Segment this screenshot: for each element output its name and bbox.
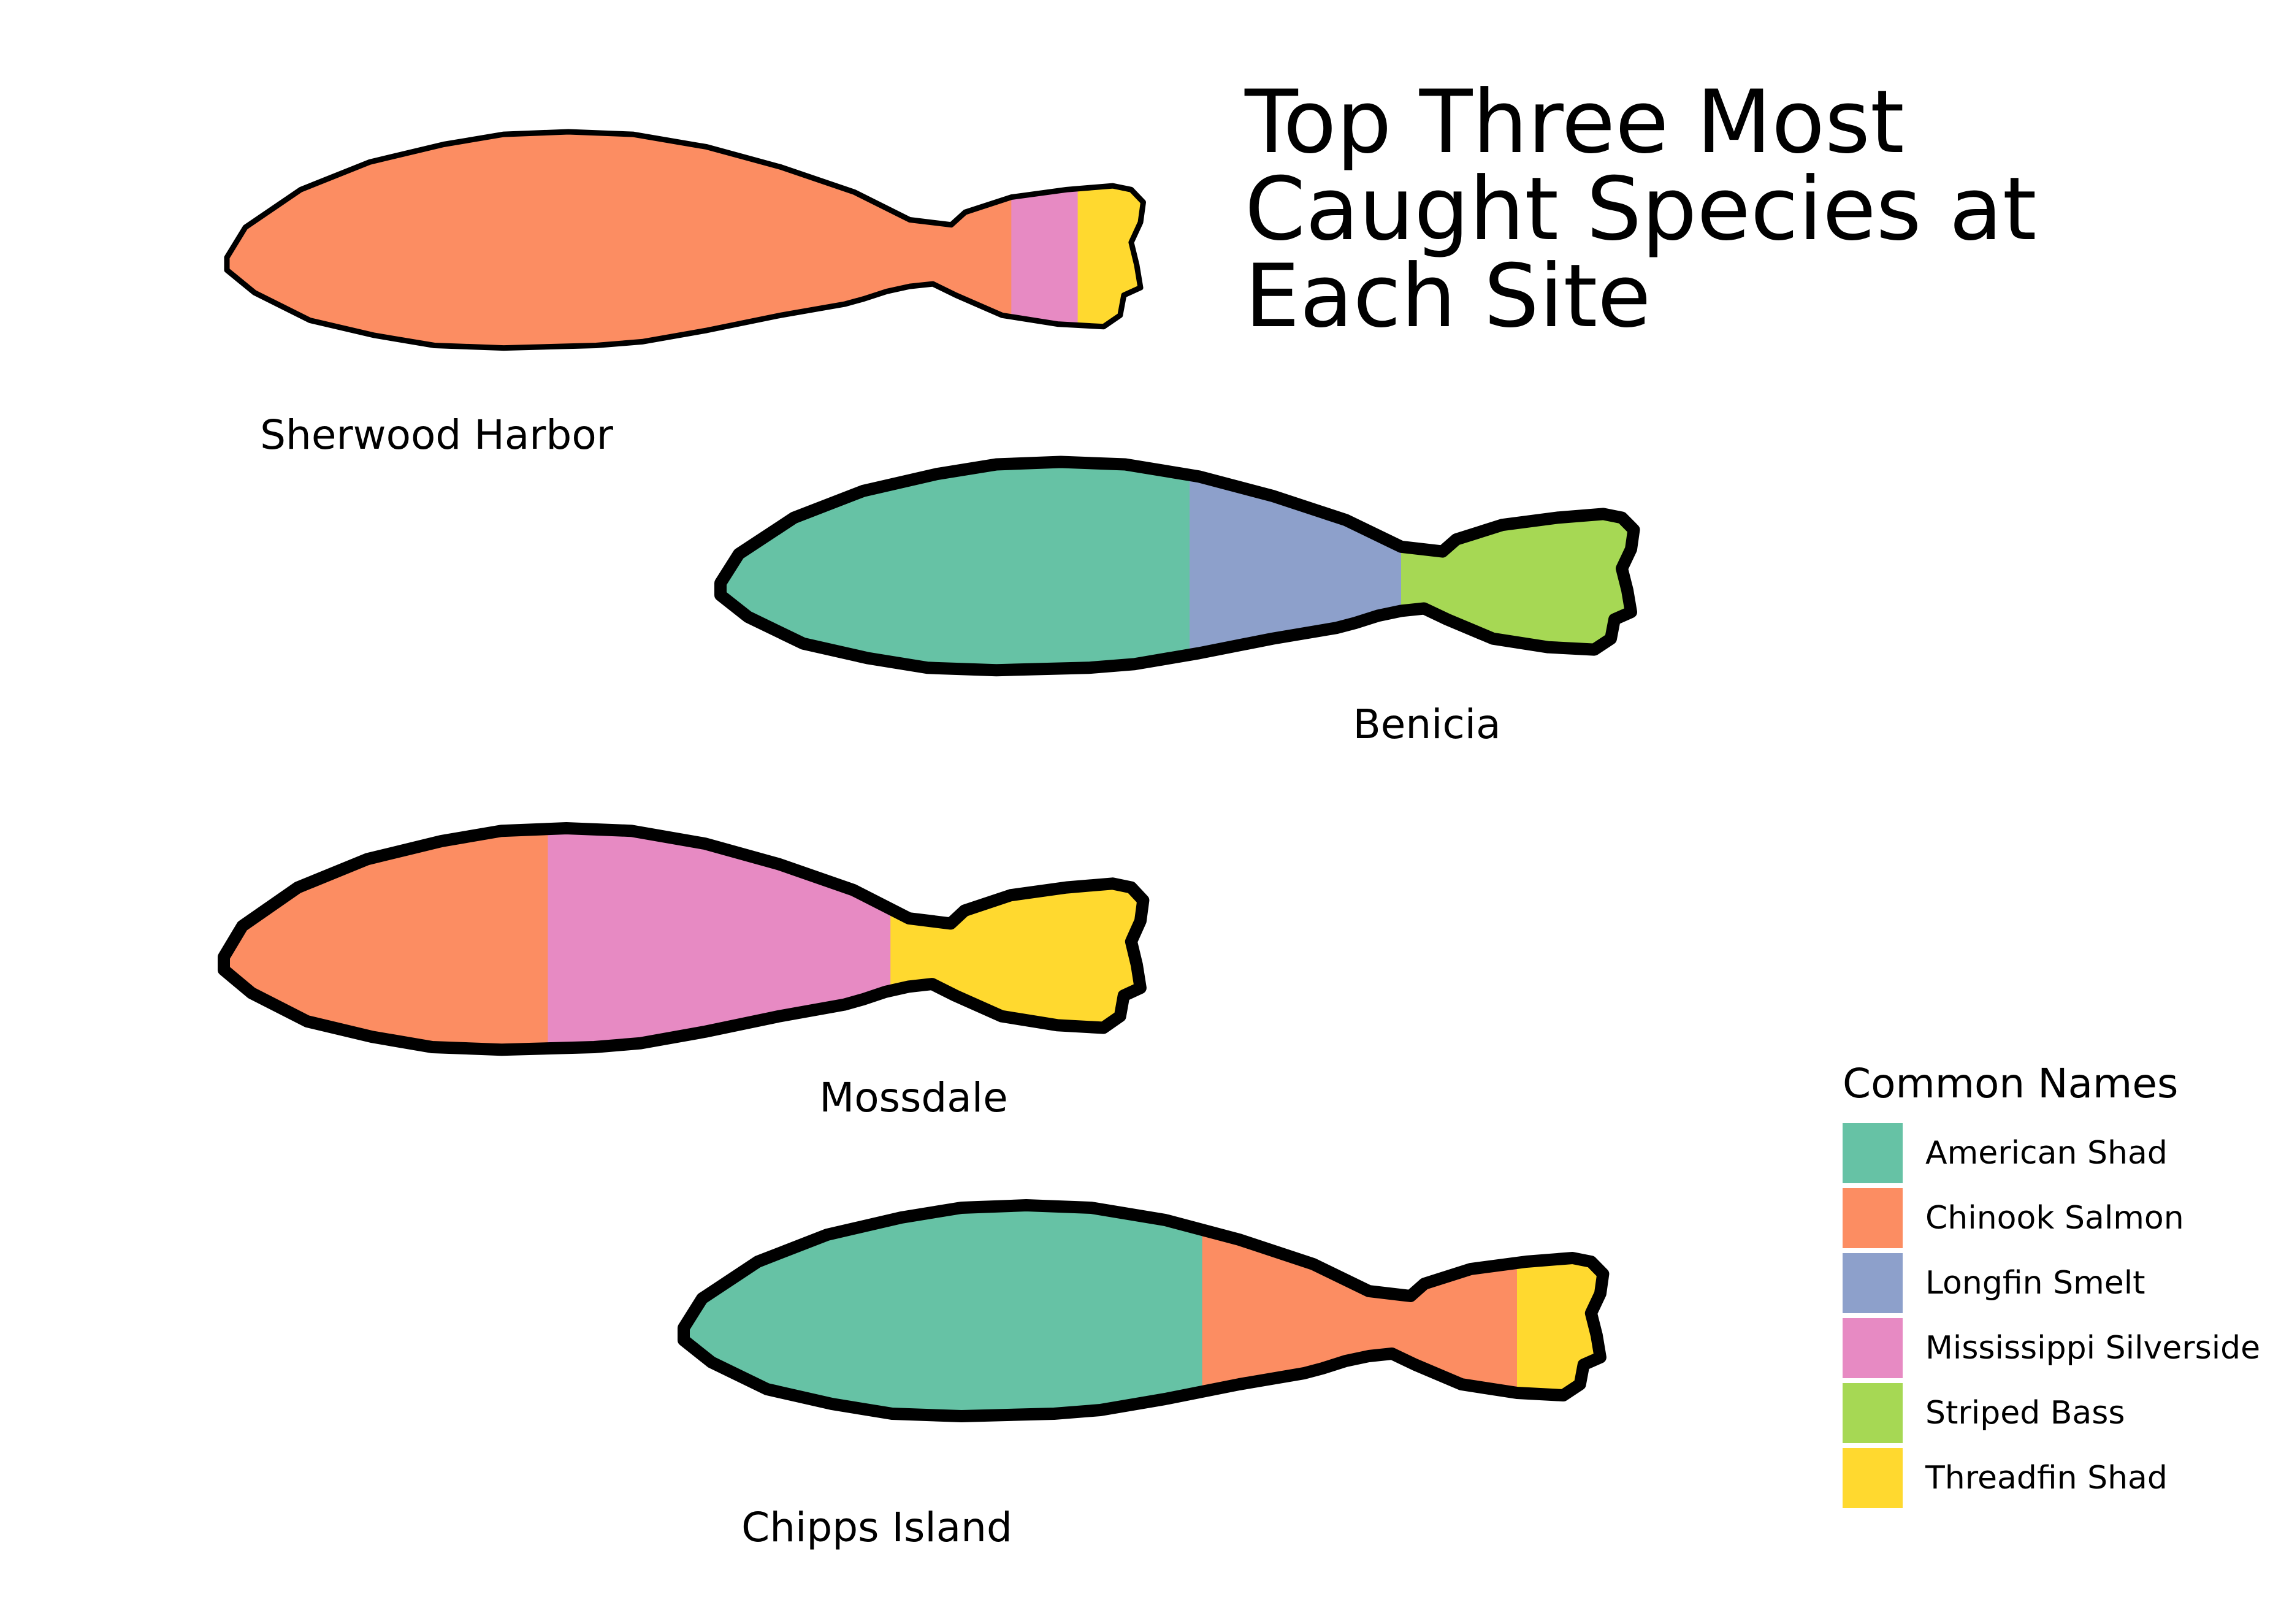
fish-outline: [678, 1199, 1610, 1422]
fish-benicia: [714, 456, 1640, 677]
fish-outline: [224, 129, 1146, 351]
site-label-sherwood-harbor: Sherwood Harbor: [260, 411, 614, 459]
legend-swatch: [1843, 1188, 1903, 1248]
legend-swatch: [1843, 1318, 1903, 1378]
legend: Common Names American Shad Chinook Salmon…: [1843, 1060, 2260, 1508]
fish-outline: [714, 456, 1640, 677]
site-label-benicia: Benicia: [1353, 701, 1500, 748]
legend-item-striped-bass: Striped Bass: [1843, 1383, 2125, 1443]
legend-item-mississippi-silverside: Mississippi Silverside: [1843, 1318, 2260, 1378]
segment-chipps-island-american-shad: [684, 1205, 1203, 1416]
chart-title-line-1: Top Three Most: [1244, 72, 1905, 173]
chart-title-line-3: Each Site: [1245, 246, 1651, 347]
site-label-mossdale: Mossdale: [819, 1074, 1007, 1121]
legend-label: Threadfin Shad: [1925, 1460, 2168, 1496]
segment-mossdale-threadfin-shad: [890, 828, 1144, 1050]
legend-item-longfin-smelt: Longfin Smelt: [1843, 1253, 2145, 1313]
legend-item-threadfin-shad: Threadfin Shad: [1843, 1448, 2168, 1508]
chart-title: Top Three Most Caught Species at Each Si…: [1244, 72, 2036, 347]
segment-sherwood-harbor-mississippi-silverside: [1011, 132, 1079, 348]
legend-label: Mississippi Silverside: [1925, 1330, 2260, 1367]
fish-outline: [218, 822, 1150, 1056]
fish-mossdale: [218, 822, 1150, 1056]
legend-swatch: [1843, 1253, 1903, 1313]
legend-swatch: [1843, 1123, 1903, 1183]
legend-item-american-shad: American Shad: [1843, 1123, 2168, 1183]
legend-item-chinook-salmon: Chinook Salmon: [1843, 1188, 2184, 1248]
segment-mossdale-mississippi-silverside: [548, 828, 892, 1050]
segment-benicia-striped-bass: [1401, 462, 1634, 671]
site-labels: Sherwood Harbor Benicia Mossdale Chipps Isl…: [260, 411, 1500, 1551]
segment-chipps-island-chinook-salmon: [1202, 1205, 1518, 1416]
chart-title-line-2: Caught Species at: [1245, 159, 2036, 260]
fish-chipps-island: [678, 1199, 1610, 1422]
segment-benicia-longfin-smelt: [1190, 462, 1402, 671]
legend-title: Common Names: [1843, 1060, 2178, 1107]
legend-swatch: [1843, 1448, 1903, 1508]
legend-label: Longfin Smelt: [1925, 1265, 2145, 1302]
legend-label: American Shad: [1925, 1135, 2168, 1172]
segment-sherwood-harbor-threadfin-shad: [1077, 132, 1144, 348]
site-label-chipps-island: Chipps Island: [741, 1504, 1012, 1551]
legend-label: Striped Bass: [1925, 1395, 2125, 1431]
legend-label: Chinook Salmon: [1925, 1200, 2184, 1237]
segment-mossdale-chinook-salmon: [224, 828, 549, 1050]
legend-swatch: [1843, 1383, 1903, 1443]
segment-benicia-american-shad: [720, 462, 1190, 671]
